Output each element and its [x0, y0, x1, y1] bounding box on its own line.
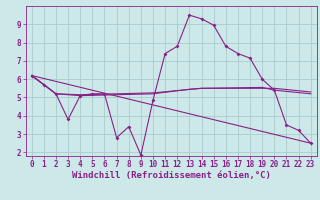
X-axis label: Windchill (Refroidissement éolien,°C): Windchill (Refroidissement éolien,°C) — [72, 171, 271, 180]
